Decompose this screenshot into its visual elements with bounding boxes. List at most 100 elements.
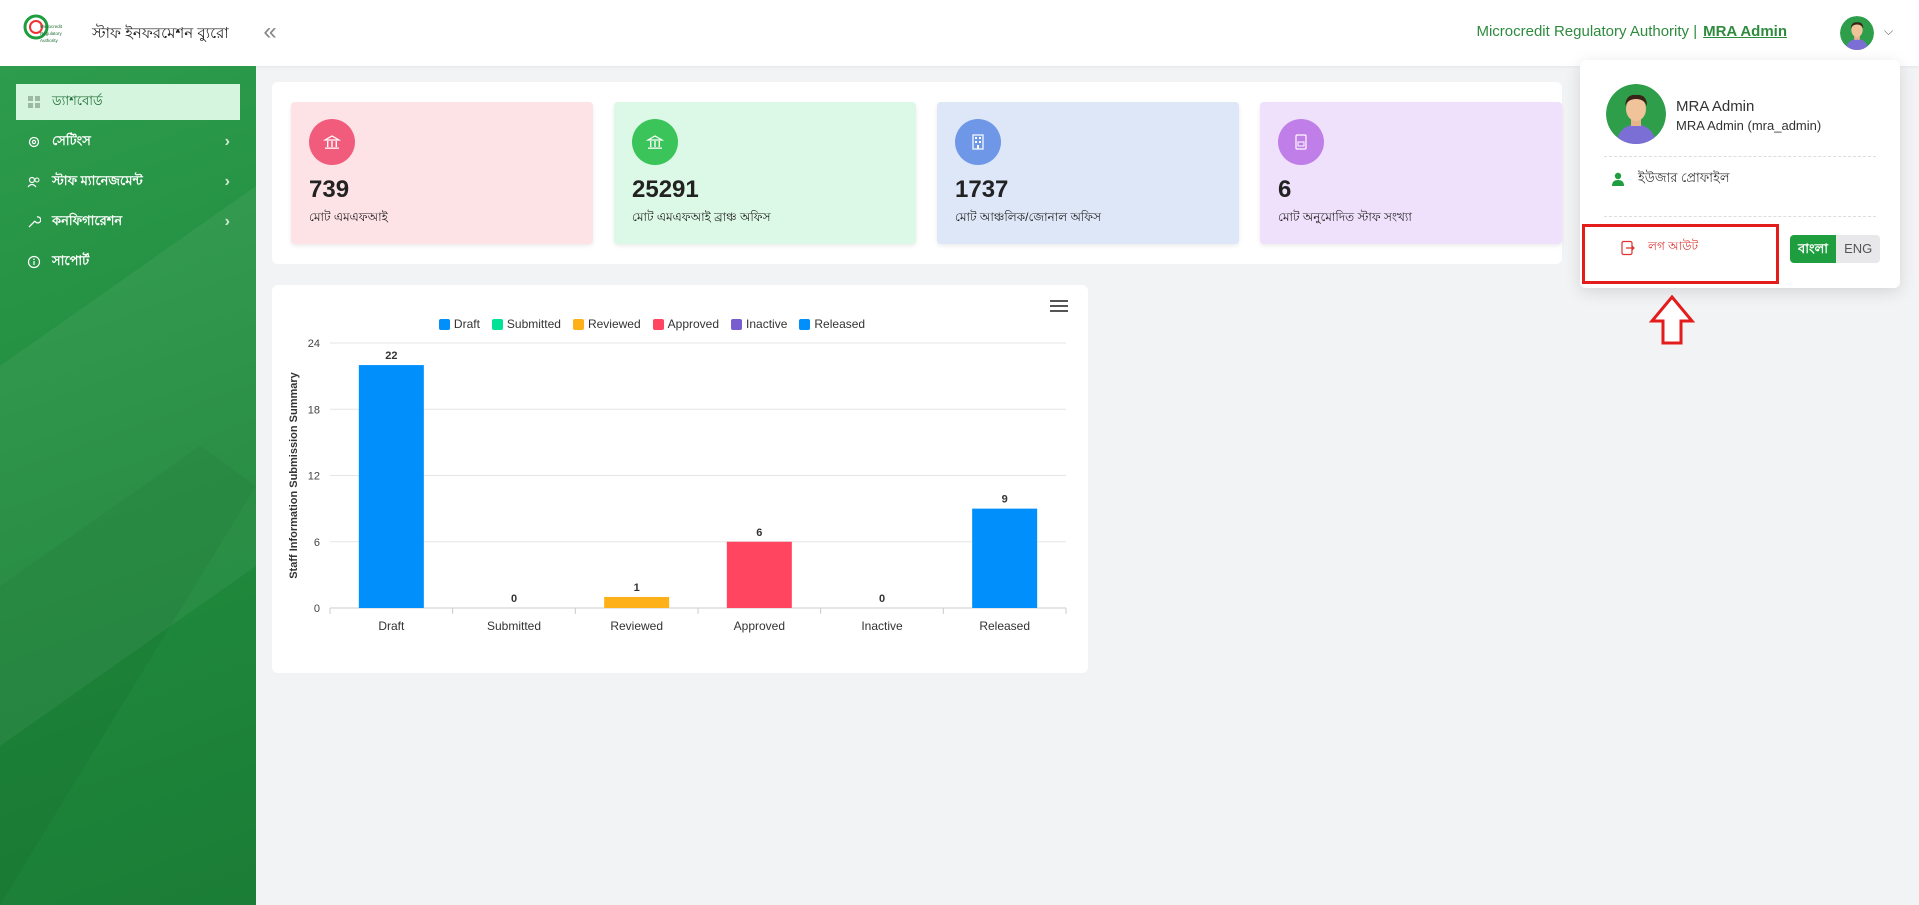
top-header: Microcredit Regulatory Authority স্টাফ ই… xyxy=(0,0,1919,66)
chart-bar xyxy=(726,541,792,608)
y-tick-label: 0 xyxy=(314,603,320,615)
user-profile-link[interactable]: ইউজার প্রোফাইল xyxy=(1610,168,1730,190)
stat-label: মোট এমএফআই xyxy=(309,210,388,224)
logout-icon xyxy=(1621,240,1635,256)
org-name: Microcredit Regulatory Authority | xyxy=(1476,23,1698,40)
divider xyxy=(1604,156,1876,157)
up-arrow-annotation xyxy=(1648,295,1696,345)
logout-button[interactable]: লগ আউট xyxy=(1620,238,1698,258)
bar-chart: 0 6 12 18 24 22 Draft 0 Submitted 1 Reviewed 6 Appro… xyxy=(288,338,1067,633)
legend-item[interactable]: Submitted xyxy=(491,317,561,331)
header-avatar[interactable] xyxy=(1840,16,1874,50)
stat-value: 6 xyxy=(1278,176,1292,203)
data-label: 1 xyxy=(634,582,640,594)
legend-label: Reviewed xyxy=(587,317,641,331)
y-tick-label: 24 xyxy=(308,338,320,350)
logo-text-1: Microcredit xyxy=(40,24,63,29)
x-tick-label: Approved xyxy=(734,619,785,633)
wrench-icon xyxy=(26,214,42,230)
legend-label: Approved xyxy=(667,317,720,331)
logout-highlight-box xyxy=(1582,224,1779,284)
logout-label: লগ আউট xyxy=(1648,239,1699,253)
y-tick-label: 6 xyxy=(314,537,320,549)
legend-label: Released xyxy=(814,317,866,331)
sidebar-item-label: স্টাফ ম্যানেজমেন্ট xyxy=(52,172,143,188)
stat-card-zonal-offices[interactable]: 1737 মোট আঞ্চলিক/জোনাল অফিস xyxy=(937,102,1239,244)
sidebar-item-label: কনফিগারেশন xyxy=(52,212,123,228)
x-tick-label: Inactive xyxy=(861,619,903,633)
stat-label: মোট অনুমোদিত স্টাফ সংখ্যা xyxy=(1278,210,1412,224)
data-label: 0 xyxy=(879,593,885,605)
y-tick-label: 12 xyxy=(308,471,320,483)
stat-card-mfi[interactable]: 739 মোট এমএফআই xyxy=(291,102,593,244)
users-icon xyxy=(26,174,42,190)
chevron-down-icon[interactable]: ⌵ xyxy=(1884,24,1894,38)
user-name-link[interactable]: MRA Admin xyxy=(1703,23,1787,40)
sidebar-item-staff-management[interactable]: স্টাফ ম্যানেজমেন্ট › xyxy=(16,164,240,200)
bank-icon xyxy=(309,119,355,165)
building-icon xyxy=(955,119,1001,165)
chart-panel: Draft Submitted Reviewed Approved Inactive Re… xyxy=(272,285,1088,673)
sidebar-item-configuration[interactable]: কনফিগারেশন › xyxy=(16,204,240,240)
user-profile-label: ইউজার প্রোফাইল xyxy=(1638,169,1730,185)
dropdown-user-subtitle: MRA Admin (mra_admin) xyxy=(1676,118,1822,133)
legend-item[interactable]: Inactive xyxy=(731,317,787,331)
legend-label: Submitted xyxy=(506,317,561,331)
stat-label: মোট এমএফআই ব্রাঞ্চ অফিস xyxy=(632,210,771,224)
sidebar-item-support[interactable]: সাপোর্ট xyxy=(16,244,240,280)
logo-text-3: Authority xyxy=(40,38,59,43)
avatar-image xyxy=(1840,16,1874,50)
stat-card-approved-staff[interactable]: 6 মোট অনুমোদিত স্টাফ সংখ্যা xyxy=(1260,102,1562,244)
legend-swatch xyxy=(491,318,503,330)
data-label: 0 xyxy=(511,593,517,605)
legend-item[interactable]: Draft xyxy=(438,317,480,331)
app-title: স্টাফ ইনফরমেশন ব্যুরো xyxy=(92,25,229,42)
gear-icon xyxy=(26,134,42,150)
data-label: 22 xyxy=(385,350,397,362)
legend-swatch xyxy=(652,318,664,330)
stat-value: 25291 xyxy=(632,176,699,203)
grid-icon xyxy=(26,94,42,110)
legend-swatch xyxy=(731,318,743,330)
sidebar-decoration xyxy=(0,186,256,905)
chart-bar xyxy=(358,365,424,608)
legend-item[interactable]: Reviewed xyxy=(572,317,641,331)
dropdown-avatar xyxy=(1606,84,1666,144)
x-tick-label: Draft xyxy=(378,619,405,633)
y-tick-label: 18 xyxy=(308,404,320,416)
sidebar-item-label: ড্যাশবোর্ড xyxy=(52,92,103,108)
logo-text-2: Regulatory xyxy=(40,31,63,36)
legend-item[interactable]: Approved xyxy=(652,317,720,331)
sidebar-item-dashboard[interactable]: ড্যাশবোর্ড xyxy=(16,84,240,120)
sidebar-item-label: সাপোর্ট xyxy=(52,252,90,268)
legend-swatch xyxy=(799,318,811,330)
user-icon xyxy=(1612,172,1624,186)
sidebar-item-settings[interactable]: সেটিংস › xyxy=(16,124,240,160)
sidebar-item-label: সেটিংস xyxy=(52,132,91,148)
avatar-image xyxy=(1606,84,1666,144)
chart-bar xyxy=(972,508,1038,608)
chevron-right-icon: › xyxy=(224,213,230,230)
x-tick-label: Submitted xyxy=(487,619,541,633)
stat-value: 739 xyxy=(309,176,350,203)
legend-swatch xyxy=(572,318,584,330)
y-axis-label: Staff Information Submission Summary xyxy=(288,371,300,578)
chart-menu-icon[interactable] xyxy=(1050,300,1068,314)
lang-english-button[interactable]: ENG xyxy=(1836,235,1881,263)
stat-label: মোট আঞ্চলিক/জোনাল অফিস xyxy=(955,210,1101,224)
x-tick-label: Released xyxy=(979,619,1030,633)
sidebar: ড্যাশবোর্ড সেটিংস › স্টাফ ম্যানেজমেন্ট ›… xyxy=(0,66,256,905)
language-toggle: বাংলা ENG xyxy=(1790,235,1881,263)
mra-logo[interactable]: Microcredit Regulatory Authority xyxy=(22,12,72,52)
data-label: 9 xyxy=(1002,494,1008,506)
chevron-right-icon: › xyxy=(224,173,230,190)
stats-panel: 739 মোট এমএফআই 25291 মোট এমএফআই ব্রাঞ্চ … xyxy=(272,82,1562,264)
legend-item[interactable]: Released xyxy=(799,317,865,331)
stat-card-branch-offices[interactable]: 25291 মোট এমএফআই ব্রাঞ্চ অফিস xyxy=(614,102,916,244)
document-icon xyxy=(1278,119,1324,165)
legend-swatch xyxy=(438,318,450,330)
sidebar-collapse-button[interactable]: « xyxy=(263,18,277,45)
lang-bangla-button[interactable]: বাংলা xyxy=(1790,235,1837,263)
legend-label: Draft xyxy=(453,317,480,331)
chart-legend: Draft Submitted Reviewed Approved Inactive Re… xyxy=(272,317,1088,331)
